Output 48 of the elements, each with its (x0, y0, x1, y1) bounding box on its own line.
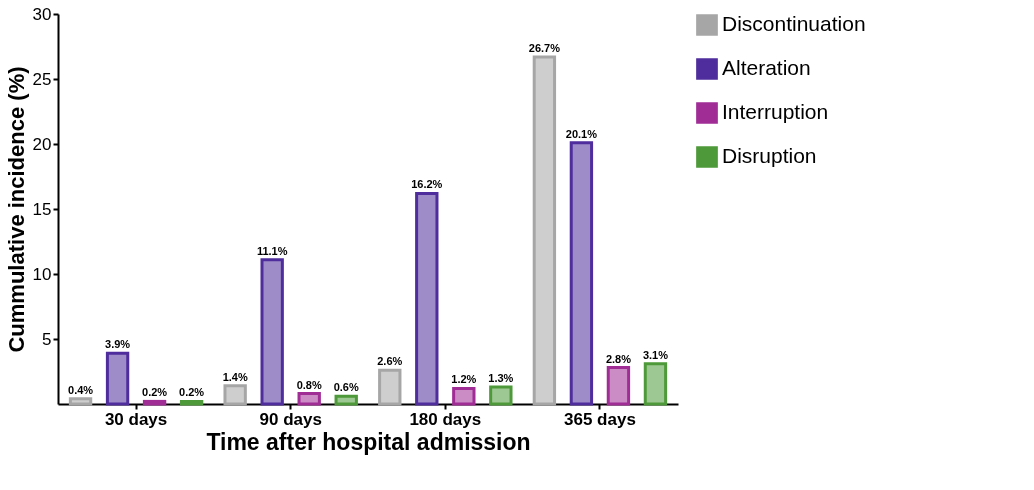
bar (105, 351, 130, 406)
data-label: 20.1% (565, 127, 598, 140)
bar (415, 191, 439, 406)
y-tick-label: 20 (32, 134, 52, 154)
y-tick-label: 25 (32, 69, 52, 89)
legend-label: Disruption (722, 144, 817, 167)
x-tick-label: 30 days (104, 409, 168, 429)
x-tick-label: 180 days (409, 409, 482, 429)
bar (606, 366, 631, 406)
data-label: 0.2% (179, 386, 205, 399)
legend-label: Interruption (722, 100, 829, 123)
data-label: 0.6% (333, 381, 359, 394)
data-label: 1.4% (222, 370, 248, 383)
data-label: 11.1% (256, 244, 288, 257)
bar (569, 141, 594, 406)
bar (297, 392, 321, 406)
data-label: 16.2% (411, 178, 443, 191)
y-tick-label: 15 (32, 199, 52, 219)
bar (142, 399, 167, 406)
bar (489, 385, 513, 406)
bar (223, 384, 247, 406)
bar (260, 258, 284, 406)
data-label: 2.6% (377, 355, 403, 368)
y-tick-label: 30 (32, 4, 52, 24)
data-label: 3.1% (642, 348, 669, 361)
bar (179, 399, 204, 406)
data-label: 0.2% (142, 386, 168, 399)
x-axis-title: Time after hospital admission (206, 428, 531, 455)
bar (452, 386, 476, 406)
data-label: 0.8% (296, 378, 322, 391)
bar (532, 55, 557, 406)
data-label: 3.9% (105, 338, 131, 351)
bar (68, 397, 93, 406)
data-label: 0.4% (68, 383, 94, 396)
bar (334, 394, 358, 406)
legend-label: Discontinuation (722, 12, 866, 35)
data-label: 26.7% (528, 41, 561, 54)
x-tick-label: 365 days (564, 409, 636, 429)
legend-label: Alteration (722, 56, 811, 79)
y-tick-label: 5 (42, 329, 52, 349)
x-tick-label: 90 days (259, 409, 322, 429)
data-label: 2.8% (605, 352, 632, 365)
bar (643, 362, 668, 406)
y-axis-title: Cummulative incidence (%) (3, 66, 29, 353)
y-tick-label: 10 (32, 264, 52, 284)
bar (378, 368, 402, 406)
data-label: 1.2% (451, 373, 477, 386)
data-label: 1.3% (488, 372, 514, 385)
